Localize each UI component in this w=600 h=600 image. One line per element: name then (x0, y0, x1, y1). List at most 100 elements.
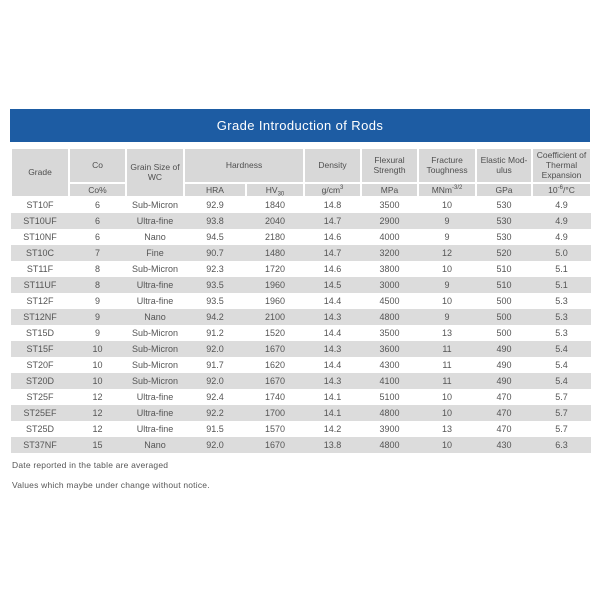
cell-elastic-modulus: 500 (496, 327, 512, 338)
col-header-fracture-toughness: Fracture Toughness (417, 147, 478, 184)
cell-density: 14.3 (323, 311, 342, 322)
unit-co-percent: Co% (68, 181, 127, 198)
cell-grade: ST11UF (23, 279, 57, 290)
cell-density: 14.5 (323, 279, 342, 290)
cell-hra: 91.7 (206, 359, 224, 370)
cell-grade: ST10F (26, 200, 54, 211)
cell-co: 10 (92, 359, 103, 370)
spec-sheet: Grade Introduction of Rods Grade Co Grai… (10, 109, 593, 500)
cell-grade: ST12F (26, 295, 54, 306)
cell-co: 7 (94, 247, 100, 258)
cell-grade: ST15D (25, 327, 54, 338)
col-header-elastic-modulus: Elastic Mod-ulus (475, 147, 534, 184)
cell-co: 9 (94, 327, 100, 338)
cell-flexural-strength: 4800 (379, 311, 400, 322)
note-data-averaged: Date reported in the table are averaged (12, 459, 169, 470)
cell-grain-size: Ultra-fine (136, 407, 174, 418)
table-row: ST20F 10 Sub-Micron 91.7 1620 14.4 4300 11 490 5.… (11, 356, 592, 373)
unit-density: g/cm3 (303, 181, 363, 198)
cell-grain-size: Ultra-fine (136, 295, 174, 306)
note-values-change: Values which maybe under change without … (12, 479, 210, 490)
cell-co: 10 (92, 343, 103, 354)
cell-grain-size: Sub-Micron (131, 200, 178, 211)
cell-density: 14.4 (323, 295, 342, 306)
cell-grade: ST25EF (23, 407, 57, 418)
cell-hv30: 1570 (264, 423, 286, 434)
cell-hra: 91.2 (206, 327, 224, 338)
col-header-hardness: Hardness (182, 147, 306, 184)
cell-fracture-toughness: 10 (442, 439, 453, 450)
unit-hra: HRA (183, 181, 247, 198)
cell-fracture-toughness: 10 (442, 263, 453, 274)
cell-fracture-toughness: 11 (442, 343, 452, 354)
col-header-thermal-expansion: Coefficient of Thermal Expansion (531, 147, 593, 184)
cell-density: 14.1 (323, 407, 342, 418)
cell-hv30: 1480 (264, 247, 286, 258)
cell-hra: 92.4 (206, 391, 224, 402)
cell-grade: ST12NF (23, 311, 57, 322)
unit-thermal: 10-6/°C (531, 181, 593, 198)
table-row: ST25F 12 Ultra-fine 92.4 1740 14.1 5100 10 470 5.… (11, 388, 592, 405)
col-header-density: Density (303, 147, 363, 184)
col-header-grade: Grade (10, 147, 70, 198)
cell-hv30: 1670 (264, 343, 286, 354)
unit-gpa: GPa (475, 181, 534, 198)
cell-fracture-toughness: 12 (442, 247, 453, 258)
cell-co: 9 (94, 295, 100, 306)
cell-hv30: 1620 (264, 359, 286, 370)
cell-hv30: 1700 (264, 407, 286, 418)
table-row: ST11UF 8 Ultra-fine 93.5 1960 14.5 3000 9 510 5.1 (11, 276, 592, 293)
cell-grain-size: Sub-Micron (131, 263, 178, 274)
unit-mpa: MPa (360, 181, 420, 198)
cell-hv30: 1670 (264, 375, 286, 386)
cell-co: 12 (92, 391, 103, 402)
table-row: ST15F 10 Sub-Micron 92.0 1670 14.3 3600 11 490 5.… (11, 340, 592, 357)
cell-elastic-modulus: 430 (496, 439, 512, 450)
cell-density: 14.7 (323, 215, 342, 226)
cell-density: 14.4 (323, 359, 342, 370)
cell-elastic-modulus: 520 (496, 247, 512, 258)
col-header-flexural-strength: Flexural Strength (360, 147, 420, 184)
cell-fracture-toughness: 9 (444, 279, 450, 290)
cell-thermal-expansion: 5.0 (555, 247, 568, 258)
cell-flexural-strength: 2900 (379, 215, 400, 226)
cell-co: 10 (92, 375, 103, 386)
cell-grain-size: Sub-Micron (131, 359, 178, 370)
cell-elastic-modulus: 510 (496, 279, 512, 290)
table-row: ST10F 6 Sub-Micron 92.9 1840 14.8 3500 10 530 4.9 (11, 196, 592, 213)
cell-hra: 90.7 (206, 247, 224, 258)
table-row: ST10NF 6 Nano 94.5 2180 14.6 4000 9 530 4.9 (11, 228, 592, 245)
cell-elastic-modulus: 500 (496, 311, 512, 322)
cell-grade: ST20D (25, 375, 54, 386)
cell-elastic-modulus: 530 (496, 215, 512, 226)
cell-elastic-modulus: 470 (496, 407, 512, 418)
cell-thermal-expansion: 5.3 (555, 311, 568, 322)
cell-hv30: 1840 (264, 200, 286, 211)
table-header: Grade Co Grain Size of WC Hardness Densi… (10, 147, 593, 198)
cell-grade: ST20F (26, 359, 54, 370)
cell-co: 9 (94, 311, 100, 322)
cell-grade: ST10C (25, 247, 54, 258)
cell-grade: ST10UF (23, 215, 57, 226)
cell-grade: ST37NF (23, 439, 57, 450)
cell-fracture-toughness: 13 (442, 327, 453, 338)
footnotes: Date reported in the table are averaged … (10, 460, 590, 490)
cell-elastic-modulus: 500 (496, 295, 512, 306)
cell-density: 14.7 (323, 247, 342, 258)
cell-flexural-strength: 3500 (379, 327, 400, 338)
cell-flexural-strength: 3200 (379, 247, 400, 258)
cell-grain-size: Sub-Micron (131, 375, 178, 386)
cell-hra: 92.0 (206, 375, 224, 386)
table-body: ST10F 6 Sub-Micron 92.9 1840 14.8 3500 10 530 4.9… (11, 196, 592, 453)
table-title-bar: Grade Introduction of Rods (10, 109, 590, 142)
cell-thermal-expansion: 5.3 (555, 295, 568, 306)
cell-elastic-modulus: 510 (496, 263, 512, 274)
cell-hv30: 2100 (264, 311, 286, 322)
cell-thermal-expansion: 5.3 (555, 327, 568, 338)
cell-co: 12 (92, 423, 103, 434)
cell-hra: 92.2 (206, 407, 224, 418)
cell-flexural-strength: 4000 (379, 231, 400, 242)
cell-thermal-expansion: 5.4 (555, 343, 568, 354)
cell-density: 14.2 (323, 423, 342, 434)
cell-co: 6 (94, 231, 100, 242)
